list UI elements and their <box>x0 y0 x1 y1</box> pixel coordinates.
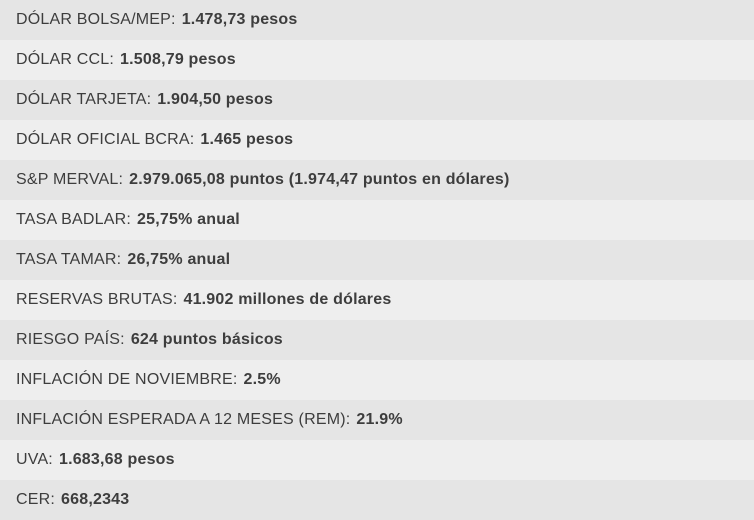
indicator-value: 1.904,50 pesos <box>157 91 274 108</box>
indicator-row: DÓLAR CCL: 1.508,79 pesos <box>0 40 754 80</box>
indicator-row: RIESGO PAÍS: 624 puntos básicos <box>0 320 754 360</box>
indicator-row: UVA: 1.683,68 pesos <box>0 440 754 480</box>
indicator-row: CER: 668,2343 <box>0 480 754 520</box>
indicator-row: RESERVAS BRUTAS: 41.902 millones de dóla… <box>0 280 754 320</box>
indicator-value: 1.478,73 pesos <box>181 11 298 28</box>
indicator-value: 2.5% <box>243 371 281 388</box>
indicator-row: INFLACIÓN ESPERADA A 12 MESES (REM): 21.… <box>0 400 754 440</box>
indicator-row: TASA BADLAR: 25,75% anual <box>0 200 754 240</box>
indicator-row: S&P MERVAL: 2.979.065,08 puntos (1.974,4… <box>0 160 754 200</box>
indicator-row: TASA TAMAR: 26,75% anual <box>0 240 754 280</box>
indicator-value: 21.9% <box>356 411 403 428</box>
indicator-value: 1.683,68 pesos <box>58 451 175 468</box>
indicator-value: 26,75% anual <box>127 251 231 268</box>
indicator-row: DÓLAR OFICIAL BCRA: 1.465 pesos <box>0 120 754 160</box>
indicator-row: DÓLAR TARJETA: 1.904,50 pesos <box>0 80 754 120</box>
indicator-label: INFLACIÓN DE NOVIEMBRE: <box>16 371 238 388</box>
indicator-label: CER: <box>16 491 56 508</box>
indicator-value: 25,75% anual <box>137 211 240 228</box>
indicator-label: TASA BADLAR: <box>16 211 132 228</box>
indicator-label: RIESGO PAÍS: <box>16 331 125 348</box>
indicator-label: RESERVAS BRUTAS: <box>16 291 178 308</box>
indicator-value: 668,2343 <box>61 491 130 508</box>
indicator-label: S&P MERVAL: <box>16 171 124 188</box>
indicator-label: UVA: <box>16 451 53 468</box>
indicator-row: DÓLAR BOLSA/MEP: 1.478,73 pesos <box>0 0 754 40</box>
indicator-value: 1.508,79 pesos <box>120 51 236 68</box>
indicator-value: 41.902 millones de dólares <box>183 291 392 308</box>
indicator-label: DÓLAR OFICIAL BCRA: <box>16 131 195 148</box>
indicator-label: DÓLAR TARJETA: <box>16 91 152 108</box>
indicator-label: DÓLAR CCL: <box>16 51 115 68</box>
indicator-value: 2.979.065,08 puntos (1.974,47 puntos en … <box>129 171 510 188</box>
indicator-label: INFLACIÓN ESPERADA A 12 MESES (REM): <box>16 411 351 428</box>
indicator-label: DÓLAR BOLSA/MEP: <box>16 11 176 28</box>
indicator-value: 1.465 pesos <box>200 131 294 148</box>
indicator-label: TASA TAMAR: <box>16 251 122 268</box>
indicator-row: INFLACIÓN DE NOVIEMBRE: 2.5% <box>0 360 754 400</box>
indicator-value: 624 puntos básicos <box>130 331 283 348</box>
